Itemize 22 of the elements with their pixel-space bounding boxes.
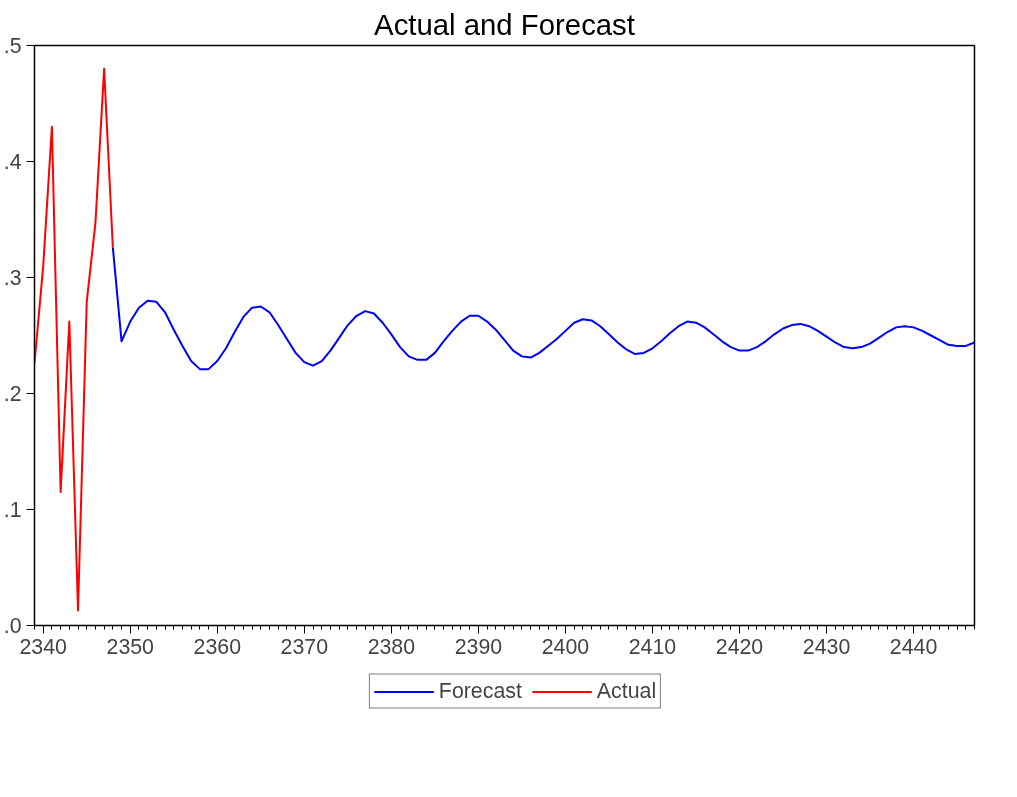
line-series <box>111 246 975 371</box>
x-tick-label: 2380 <box>367 634 416 659</box>
x-tick-label: 2440 <box>889 634 938 659</box>
x-tick-label: 2420 <box>715 634 764 659</box>
x-tick-label: 2400 <box>541 634 590 659</box>
x-tick-label: 2430 <box>802 634 851 659</box>
legend-label: Forecast <box>438 678 522 704</box>
x-tick-label: 2390 <box>454 634 503 659</box>
x-tick-label: 2340 <box>19 634 68 659</box>
x-tick-label: 2410 <box>628 634 677 659</box>
y-tick-label: .5 <box>3 34 22 58</box>
y-tick-label: .4 <box>3 150 22 174</box>
y-tick-label: .3 <box>3 266 22 290</box>
y-tick-label: .1 <box>3 498 22 522</box>
line-series <box>34 67 114 612</box>
x-tick-label: 2370 <box>280 634 329 659</box>
chart-title: Actual and Forecast <box>374 7 635 41</box>
y-tick-label: .2 <box>3 382 22 406</box>
x-tick-label: 2360 <box>193 634 242 659</box>
legend-label: Actual <box>596 678 657 704</box>
x-tick-label: 2350 <box>106 634 155 659</box>
y-tick-label: .0 <box>3 614 22 638</box>
